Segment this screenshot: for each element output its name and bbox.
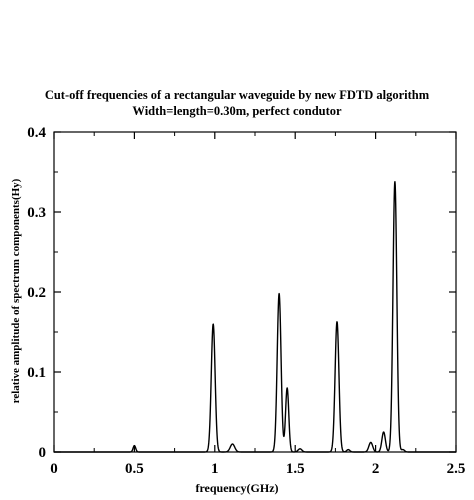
y-tick-label: 0 xyxy=(39,445,47,461)
plot-frame xyxy=(53,131,457,453)
chart-subtitle: Width=length=0.30m, perfect condutor xyxy=(132,104,342,118)
x-axis-label: frequency(GHz) xyxy=(195,481,279,495)
y-tick-label: 0.3 xyxy=(27,205,46,221)
x-tick-label: 1.5 xyxy=(286,461,305,477)
x-tick-label: 0.5 xyxy=(125,461,144,477)
y-tick-label: 0.4 xyxy=(27,125,46,141)
y-tick-label: 0.2 xyxy=(27,285,46,301)
x-tick-label: 2.5 xyxy=(447,461,466,477)
y-axis-label: relative amplitude of spectrum component… xyxy=(10,178,22,404)
spectrum-line xyxy=(53,180,457,453)
x-tick-label: 0 xyxy=(50,461,58,477)
axis-ticks: 0 0.5 1 1.5 2 2.5 0 0.1 0.2 0.3 0.4 xyxy=(27,125,465,477)
x-tick-label: 2 xyxy=(372,461,380,477)
y-tick-label: 0.1 xyxy=(27,365,46,381)
chart-title: Cut-off frequencies of a rectangular wav… xyxy=(44,88,430,102)
x-tick-label: 1 xyxy=(211,461,219,477)
